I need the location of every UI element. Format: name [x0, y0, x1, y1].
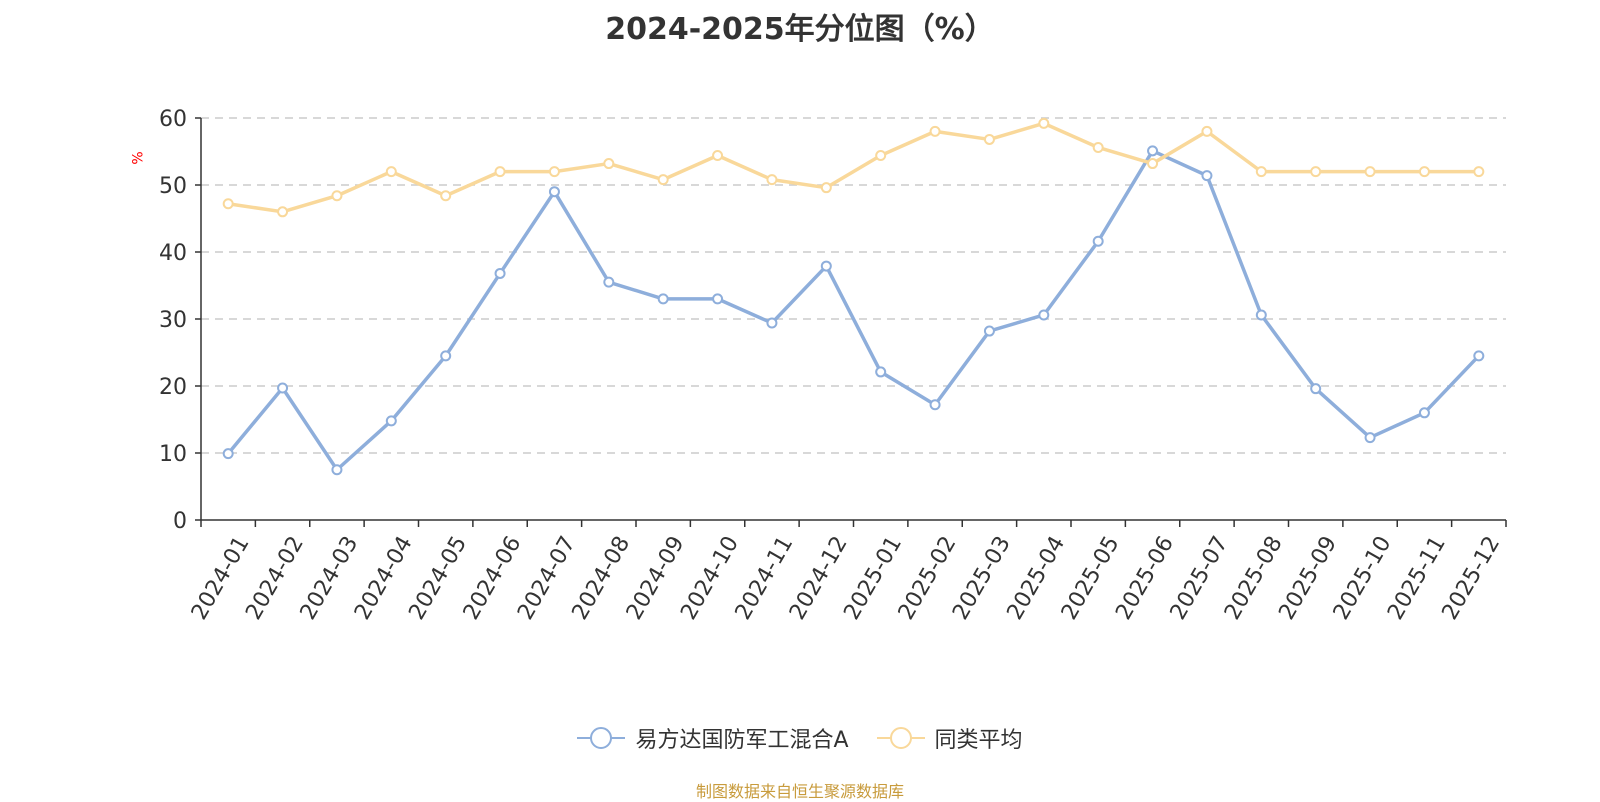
data-point-0-2025-07 — [1201, 170, 1213, 182]
legend-label-fund: 易方达国防军工混合A — [635, 728, 849, 753]
series-line-0 — [226, 149, 1481, 472]
legend-label-average: 同类平均 — [934, 728, 1023, 753]
y-tick-label-50: 50 — [159, 174, 187, 199]
data-point-1-2025-04 — [1038, 117, 1050, 129]
data-point-0-2024-10 — [712, 293, 724, 305]
y-tick-label-10: 10 — [159, 442, 187, 467]
data-point-0-2025-03 — [983, 325, 995, 337]
data-point-1-2024-07 — [548, 166, 560, 178]
data-point-1-2024-10 — [712, 150, 724, 162]
y-tick-label-40: 40 — [159, 241, 187, 266]
data-point-0-2025-04 — [1038, 309, 1050, 321]
data-point-1-2024-03 — [331, 190, 343, 202]
y-tick-label-0: 0 — [173, 509, 187, 534]
line-chart: 01020304050602024-012024-022024-032024-0… — [159, 107, 1507, 624]
legend-marker-average-icon — [876, 727, 925, 749]
data-point-0-2024-05 — [440, 350, 452, 362]
data-source-note: 制图数据来自恒生聚源数据库 — [695, 782, 904, 801]
data-point-0-2024-12 — [820, 260, 832, 272]
data-point-0-2025-02 — [929, 399, 941, 411]
data-point-1-2025-03 — [983, 133, 995, 145]
data-point-1-2024-11 — [766, 174, 778, 186]
data-point-0-2024-03 — [331, 464, 343, 476]
y-tick-label-30: 30 — [159, 308, 187, 333]
data-point-0-2025-12 — [1473, 350, 1485, 362]
data-point-1-2025-10 — [1364, 166, 1376, 178]
series-layer — [222, 117, 1485, 476]
grid-layer — [201, 117, 1506, 454]
data-point-1-2025-01 — [875, 150, 887, 162]
data-point-0-2024-04 — [385, 415, 397, 427]
data-point-1-2024-05 — [440, 190, 452, 202]
legend-marker-fund-icon — [577, 727, 626, 749]
data-point-0-2024-08 — [603, 276, 615, 288]
data-point-1-2025-02 — [929, 125, 941, 137]
data-point-0-2025-05 — [1092, 235, 1104, 247]
data-point-0-2025-08 — [1255, 309, 1267, 321]
data-point-1-2024-12 — [820, 182, 832, 194]
data-point-1-2024-08 — [603, 158, 615, 170]
data-point-1-2025-12 — [1473, 166, 1485, 178]
data-point-1-2024-09 — [657, 174, 669, 186]
data-point-1-2025-05 — [1092, 141, 1104, 153]
data-point-0-2025-11 — [1418, 407, 1430, 419]
legend: 易方达国防军工混合A 同类平均 — [0, 722, 1600, 754]
data-point-0-2024-09 — [657, 293, 669, 305]
legend-item-fund[interactable]: 易方达国防军工混合A — [577, 722, 849, 754]
data-point-0-2025-06 — [1147, 145, 1159, 157]
data-point-1-2025-11 — [1418, 166, 1430, 178]
data-point-1-2024-01 — [222, 198, 234, 210]
data-point-1-2025-08 — [1255, 166, 1267, 178]
data-point-1-2025-09 — [1310, 166, 1322, 178]
data-point-1-2024-02 — [277, 206, 289, 218]
data-point-0-2024-02 — [277, 382, 289, 394]
data-point-0-2024-11 — [766, 317, 778, 329]
y-tick-label-60: 60 — [159, 107, 187, 132]
data-point-1-2025-07 — [1201, 125, 1213, 137]
data-point-0-2024-06 — [494, 267, 506, 279]
data-point-0-2024-01 — [222, 448, 234, 460]
legend-item-average[interactable]: 同类平均 — [876, 722, 1023, 754]
data-point-0-2025-09 — [1310, 383, 1322, 395]
chart-title: 2024-2025年分位图（%） — [605, 12, 995, 47]
series-line-1 — [227, 121, 1479, 214]
data-point-0-2025-10 — [1364, 432, 1376, 444]
data-point-1-2025-06 — [1147, 158, 1159, 170]
y-tick-label-20: 20 — [159, 375, 187, 400]
data-point-1-2024-06 — [494, 166, 506, 178]
data-point-1-2024-04 — [385, 166, 397, 178]
data-point-0-2025-01 — [875, 366, 887, 378]
data-point-0-2024-07 — [548, 186, 560, 198]
